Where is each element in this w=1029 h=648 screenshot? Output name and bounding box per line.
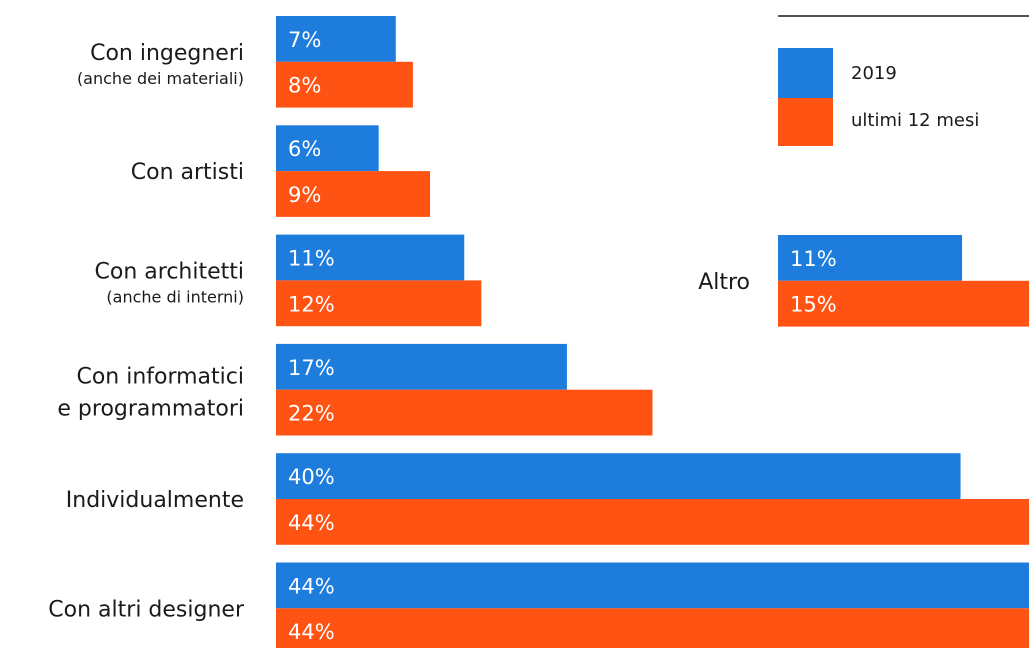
bar-con-architetti-ultimi-12-mesi [276, 280, 482, 327]
category-label-altro: Altro [698, 270, 750, 295]
bar-con-artisti-ultimi-12-mesi [276, 171, 431, 217]
bar-altro-ultimi-12-mesi [778, 280, 1029, 327]
value-label-individualmente-2019: 40% [288, 465, 335, 489]
value-label-con-ingegneri-ultimi-12-mesi: 8% [288, 74, 321, 98]
value-label-con-altri-designer-2019: 44% [288, 574, 335, 598]
value-label-con-artisti-2019: 6% [288, 137, 321, 161]
legend-label-ultimi-12-mesi: ultimi 12 mesi [851, 110, 979, 131]
category-label-con-informatici: Con informatici [76, 365, 244, 390]
category-label-con-altri-designer: Con altri designer [48, 597, 245, 622]
bar-individualmente-2019 [276, 453, 961, 499]
altro-bars: 11% 15% Altro [698, 235, 1029, 327]
value-label-con-artisti-ultimi-12-mesi: 9% [288, 183, 321, 207]
bar-con-ingegneri-2019 [276, 16, 396, 62]
bar-individualmente-ultimi-12-mesi [276, 499, 1029, 545]
bar-con-altri-designer-ultimi-12-mesi [276, 608, 1029, 648]
bar-con-ingegneri-ultimi-12-mesi [276, 61, 413, 108]
legend-label-2019: 2019 [851, 63, 897, 84]
main-bars: 7% 8% Con ingegneri (anche dei materiali) 6%… [48, 16, 1029, 648]
category-label-con-architetti: Con architetti [95, 259, 244, 284]
bar-con-informatici-ultimi-12-mesi [276, 389, 653, 436]
legend: 2019 ultimi 12 mesi [778, 48, 979, 146]
value-label-individualmente-ultimi-12-mesi: 44% [288, 511, 335, 535]
value-label-con-architetti-ultimi-12-mesi: 12% [288, 292, 335, 316]
legend-swatch-ultimi-12-mesi [778, 98, 833, 146]
value-label-altro-2019: 11% [790, 247, 837, 271]
value-label-con-informatici-2019: 17% [288, 356, 335, 380]
category-label-con-artisti: Con artisti [131, 160, 244, 185]
value-label-con-informatici-ultimi-12-mesi: 22% [288, 402, 335, 426]
category-sublabel-con-ingegneri: (anche dei materiali) [77, 69, 244, 88]
category-sublabel-con-informatici: e programmatori [57, 397, 244, 422]
bar-con-architetti-2019 [276, 234, 465, 281]
bar-con-artisti-2019 [276, 125, 379, 172]
value-label-con-architetti-2019: 11% [288, 247, 335, 271]
category-label-con-ingegneri: Con ingegneri [90, 41, 244, 66]
bar-con-informatici-2019 [276, 343, 567, 390]
bar-altro-2019 [778, 235, 963, 281]
legend-swatch-2019 [778, 48, 833, 98]
category-label-individualmente: Individualmente [66, 488, 244, 513]
category-sublabel-con-architetti: (anche di interni) [106, 287, 244, 306]
value-label-con-ingegneri-2019: 7% [288, 28, 321, 52]
value-label-altro-ultimi-12-mesi: 15% [790, 293, 837, 317]
value-label-con-altri-designer-ultimi-12-mesi: 44% [288, 620, 335, 644]
bar-con-altri-designer-2019 [276, 562, 1029, 609]
